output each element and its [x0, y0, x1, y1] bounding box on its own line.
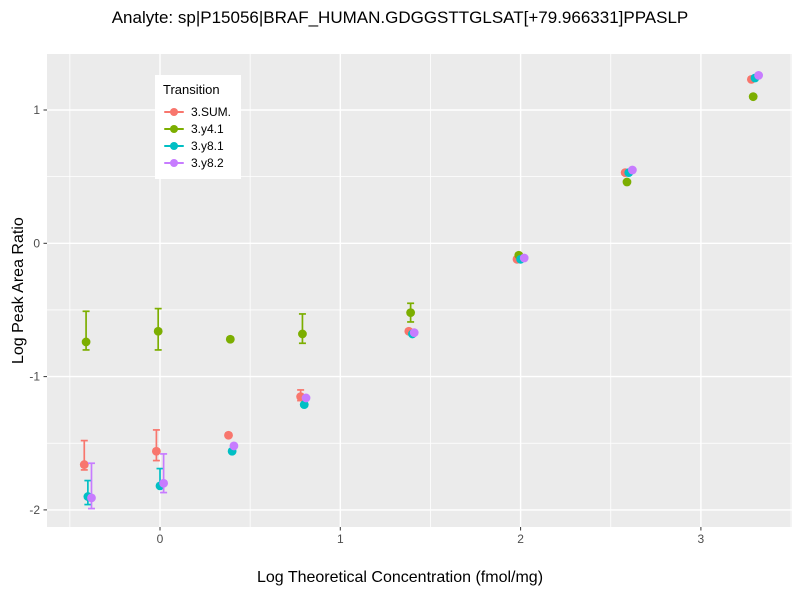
legend: Transition 3.SUM. 3.y4.1 3.y8.1 3.y8.2	[155, 75, 241, 179]
legend-item-label: 3.y4.1	[191, 121, 224, 136]
chart-title: Analyte: sp|P15056|BRAF_HUMAN.GDGGSTTGLS…	[111, 8, 689, 27]
y-tick-label: -2	[29, 503, 40, 517]
data-point	[81, 337, 91, 347]
legend-item-label: 3.y8.2	[191, 155, 224, 170]
legend-title: Transition	[163, 82, 220, 97]
data-point	[229, 441, 239, 451]
pointrange-marker-icon	[163, 157, 185, 169]
data-point	[519, 253, 529, 263]
data-point	[153, 326, 163, 336]
data-point	[151, 446, 161, 456]
y-tick-label: 1	[33, 103, 40, 117]
data-point	[298, 329, 307, 339]
legend-item: 3.SUM.	[163, 103, 233, 120]
y-axis-title: Log Peak Area Ratio	[10, 217, 27, 364]
pointrange-marker-icon	[163, 106, 185, 118]
data-point	[409, 328, 419, 338]
x-tick-label: 2	[517, 532, 524, 546]
y-tick-label: -1	[29, 370, 40, 384]
data-point	[748, 92, 758, 102]
pointrange-marker-icon	[163, 123, 185, 135]
legend-item: 3.y8.1	[163, 137, 233, 154]
data-point	[225, 334, 235, 344]
legend-items: 3.SUM. 3.y4.1 3.y8.1 3.y8.2	[163, 103, 233, 171]
data-point	[627, 165, 637, 175]
x-tick-label: 0	[157, 532, 164, 546]
data-point	[159, 478, 169, 488]
y-tick-label: 0	[33, 236, 40, 250]
data-point	[301, 393, 311, 403]
x-axis-title: Log Theoretical Concentration (fmol/mg)	[256, 569, 544, 586]
data-point	[622, 177, 632, 187]
legend-item: 3.y4.1	[163, 120, 233, 137]
legend-item-label: 3.SUM.	[191, 104, 232, 119]
data-point	[224, 430, 233, 440]
x-tick-label: 1	[337, 532, 344, 546]
pointrange-marker-icon	[163, 140, 185, 152]
data-point	[299, 400, 309, 409]
data-point	[87, 493, 96, 503]
x-tick-label: 3	[698, 532, 705, 546]
data-point	[406, 308, 416, 318]
data-point	[754, 70, 763, 80]
legend-item: 3.y8.2	[163, 154, 233, 171]
data-point	[79, 460, 89, 469]
legend-item-label: 3.y8.1	[191, 138, 224, 153]
